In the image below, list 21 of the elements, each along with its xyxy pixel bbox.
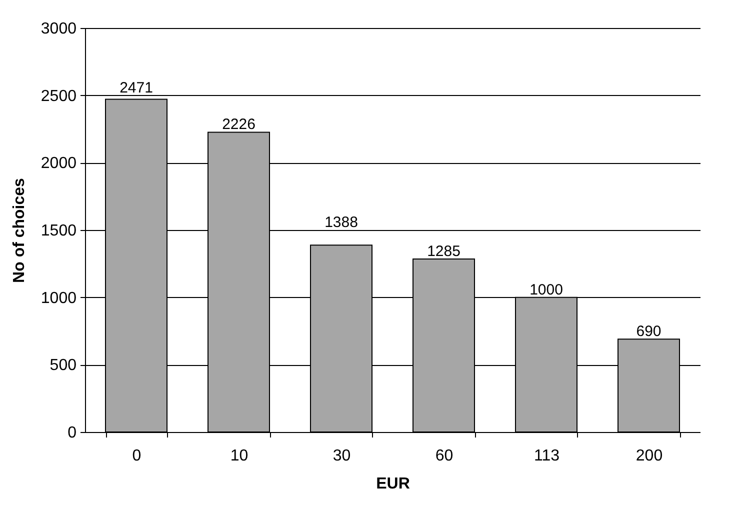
x-tick-label: 30 <box>332 448 351 464</box>
y-tick-label: 500 <box>50 357 77 374</box>
x-tick-label: 60 <box>435 448 454 464</box>
x-axis-title: EUR <box>376 476 410 492</box>
x-tick-label: 10 <box>230 448 248 464</box>
y-tick-label: 2000 <box>40 155 77 172</box>
y-tick-label: 0 <box>68 424 77 442</box>
y-tick-label: 1500 <box>40 222 77 240</box>
x-tick-label: 113 <box>534 448 560 464</box>
data-label: 690 <box>636 323 662 340</box>
data-label: 1285 <box>427 242 460 260</box>
x-tick-label: 200 <box>636 448 663 464</box>
data-label: 2226 <box>222 116 256 134</box>
y-tick-label: 3000 <box>40 20 77 38</box>
data-label: 1388 <box>324 214 358 231</box>
data-label: 2471 <box>120 79 153 96</box>
y-tick-label: 2500 <box>40 88 77 105</box>
x-tick-label: 0 <box>132 448 142 464</box>
y-axis-title: No of choices <box>10 178 28 283</box>
y-tick-label: 1000 <box>40 290 77 307</box>
data-label: 1000 <box>530 281 563 298</box>
